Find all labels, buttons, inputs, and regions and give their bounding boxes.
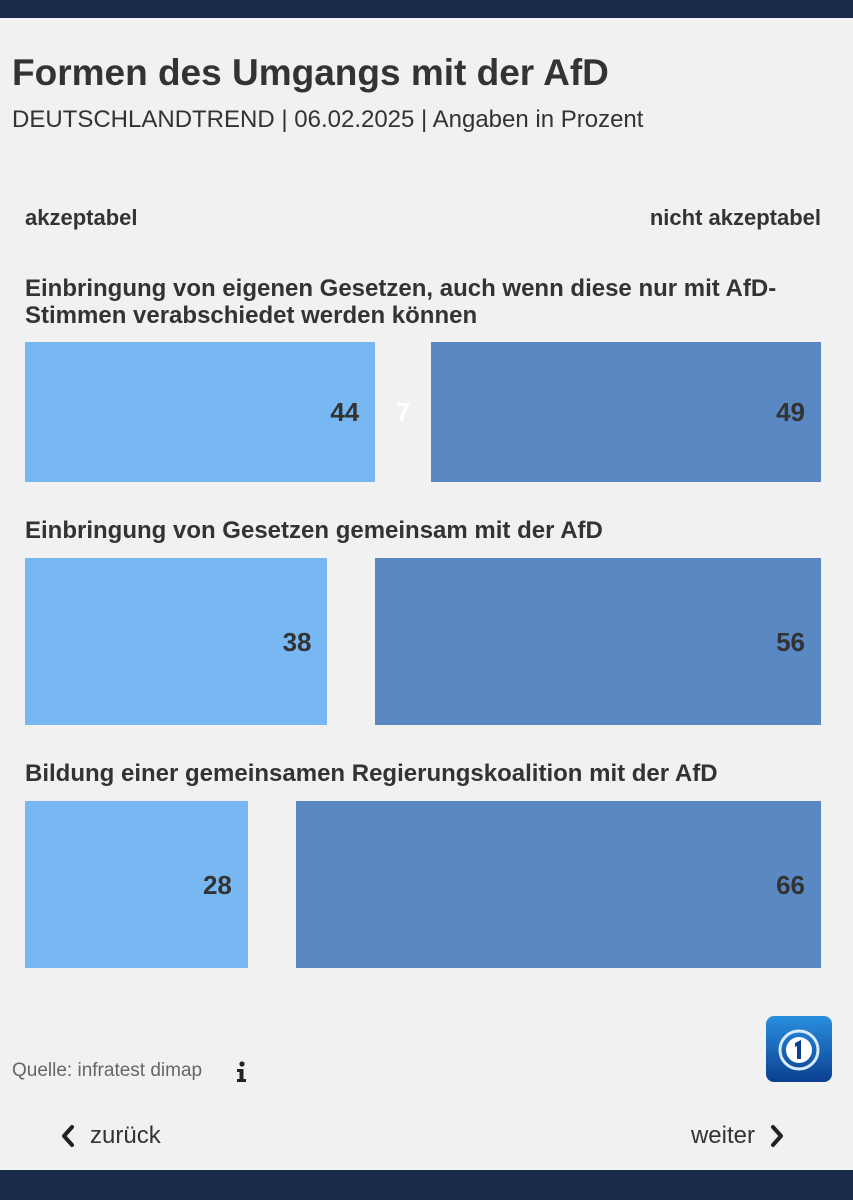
data-label: 38: [282, 626, 312, 657]
data-label: 66: [776, 869, 805, 900]
chart-subtitle: DEUTSCHLANDTREND | 06.02.2025 | Angaben …: [12, 106, 644, 133]
legend-nicht-akzeptabel: nicht akzeptabel: [649, 205, 821, 230]
back-button[interactable]: zurück: [58, 1122, 161, 1150]
chevron-left-icon: [62, 1125, 74, 1147]
tagesschau-logo: [766, 1016, 832, 1082]
next-button[interactable]: weiter: [691, 1122, 787, 1150]
chart-title: Formen des Umgangs mit der AfD: [12, 52, 609, 93]
back-label: zurück: [90, 1122, 161, 1149]
top-bar: [0, 0, 853, 18]
data-label: 49: [776, 397, 805, 427]
legend-akzeptabel: akzeptabel: [25, 205, 138, 230]
bar-akzeptabel: [25, 801, 248, 968]
info-icon[interactable]: [234, 1059, 248, 1085]
question-label: Bildung einer gemeinsamen Regierungskoal…: [25, 760, 718, 787]
next-label: weiter: [690, 1122, 755, 1149]
question-label: Einbringung von eigenen Gesetzen, auch w…: [25, 275, 777, 329]
bar-nicht-akzeptabel: [375, 558, 821, 725]
bar-nicht-akzeptabel: [295, 801, 821, 968]
bar-nicht-akzeptabel: [430, 342, 821, 482]
data-label: 44: [330, 397, 360, 427]
source-text: Quelle: infratest dimap: [12, 1060, 203, 1081]
bar-akzeptabel: [25, 558, 328, 725]
data-label: 56: [776, 626, 805, 657]
bar-akzeptabel: [25, 342, 376, 482]
gap-data-label: 7: [395, 397, 411, 427]
bottom-bar: [0, 1170, 853, 1200]
question-label: Einbringung von Gesetzen gemeinsam mit d…: [25, 517, 603, 544]
data-label: 28: [202, 869, 232, 900]
chevron-right-icon: [771, 1125, 783, 1147]
